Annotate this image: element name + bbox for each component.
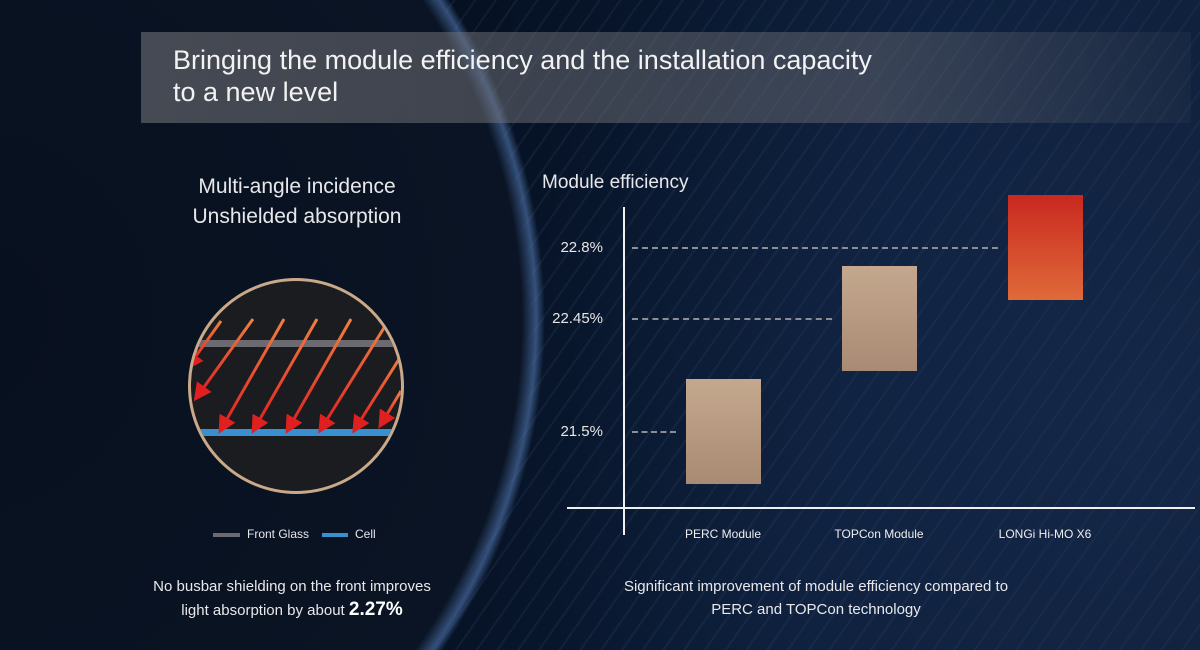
chart-title: Module efficiency [542,172,689,193]
y-tick-label: 22.45% [552,310,603,327]
x-axis [567,507,1195,509]
light-rays-icon [191,318,401,436]
guide-line [632,247,998,249]
legend-label-cell: Cell [355,527,376,541]
title-line-1: Bringing the module efficiency and the i… [173,45,872,75]
left-caption: No busbar shielding on the front improve… [153,575,431,622]
y-tick-label: 21.5% [560,423,603,440]
y-tick-label: 22.8% [560,239,603,256]
x-category-label: LONGi Hi-MO X6 [998,527,1092,541]
bar-topcon-module [842,266,917,371]
guide-line [632,318,832,320]
x-category-label: TOPCon Module [834,527,924,541]
bar-perc-module [686,379,761,484]
slide-title: Bringing the module efficiency and the i… [173,44,872,108]
cell-layer [191,429,401,436]
right-caption: Significant improvement of module effici… [624,575,1008,621]
left-heading-line-1: Multi-angle incidence [198,175,396,198]
front-glass-layer [191,340,401,347]
bar-longi-hi-mo-x6 [1008,195,1083,300]
legend-swatch-front-glass [213,533,240,537]
x-category-label: PERC Module [684,527,762,541]
left-heading: Multi-angle incidence Unshielded absorpt… [193,172,402,232]
title-banner [141,32,1191,123]
guide-line [632,431,676,433]
legend-swatch-cell [322,533,348,537]
legend-label-front-glass: Front Glass [247,527,310,541]
left-caption-line-2: light absorption by about 2.27% [153,598,431,622]
caption-highlight: 2.27% [348,599,403,620]
caption-text: light absorption by about [181,602,349,619]
right-caption-line-2: PERC and TOPCon technology [711,601,921,618]
left-caption-line-1: No busbar shielding on the front improve… [153,578,431,595]
left-heading-line-2: Unshielded absorption [192,205,402,228]
absorption-illustration [188,278,404,494]
title-line-2: to a new level [173,77,339,107]
y-axis [623,207,625,535]
right-caption-line-1: Significant improvement of module effici… [623,578,1009,595]
